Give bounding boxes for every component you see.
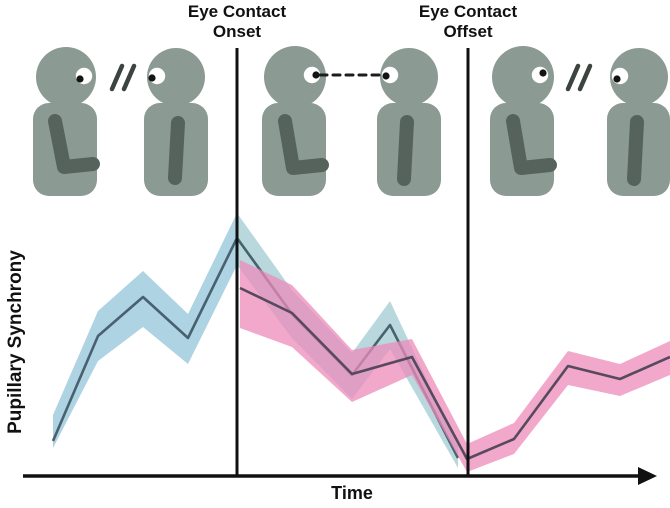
person-arm bbox=[627, 115, 644, 186]
person-head bbox=[380, 48, 438, 106]
person-head bbox=[492, 46, 554, 108]
eye-icon bbox=[611, 67, 629, 85]
eye-contact-onset-label: Eye Contact Onset bbox=[188, 2, 286, 42]
eye-contact-offset-label: Eye Contact Offset bbox=[419, 2, 517, 42]
pink-error-band bbox=[240, 260, 670, 472]
offset-label-line1: Eye Contact bbox=[418, 2, 518, 21]
person-figure-4 bbox=[377, 48, 441, 196]
person-arm bbox=[48, 114, 100, 174]
gaze-break-slash-icon bbox=[565, 63, 581, 92]
person-arm bbox=[278, 114, 329, 175]
y-axis-label: Pupillary Synchrony bbox=[5, 250, 26, 434]
blue-error-band-before-onset bbox=[53, 213, 237, 448]
person-head bbox=[264, 46, 326, 108]
x-axis-label: Time bbox=[331, 483, 373, 503]
person-figure-5 bbox=[490, 46, 557, 196]
eye-pupil bbox=[613, 75, 621, 83]
person-head bbox=[610, 48, 668, 106]
person-figure-2 bbox=[144, 48, 208, 196]
gaze-break-slash-icon bbox=[577, 63, 593, 92]
x-axis-arrow-icon bbox=[638, 467, 657, 485]
person-head bbox=[36, 47, 96, 107]
eye-pupil bbox=[539, 69, 547, 77]
person-figure-1 bbox=[33, 47, 100, 196]
person-figure-3 bbox=[262, 46, 329, 196]
eye-pupil bbox=[76, 75, 84, 83]
person-figure-6 bbox=[607, 48, 670, 196]
person-head bbox=[147, 48, 205, 106]
gaze-break-slash-icon bbox=[121, 63, 137, 92]
offset-label-line2: Offset bbox=[443, 22, 493, 41]
eye-icon bbox=[303, 66, 321, 84]
person-arm bbox=[168, 116, 185, 185]
eye-pupil bbox=[312, 71, 320, 79]
onset-label-line2: Onset bbox=[212, 22, 262, 41]
onset-label-line1: Eye Contact bbox=[187, 2, 287, 21]
gaze-break-slash-icon bbox=[109, 63, 125, 92]
person-arm bbox=[506, 114, 557, 175]
eye-pupil bbox=[382, 72, 390, 80]
blue-error-band-after-onset bbox=[237, 213, 458, 468]
person-arm bbox=[397, 115, 414, 186]
eye-pupil bbox=[148, 74, 156, 82]
